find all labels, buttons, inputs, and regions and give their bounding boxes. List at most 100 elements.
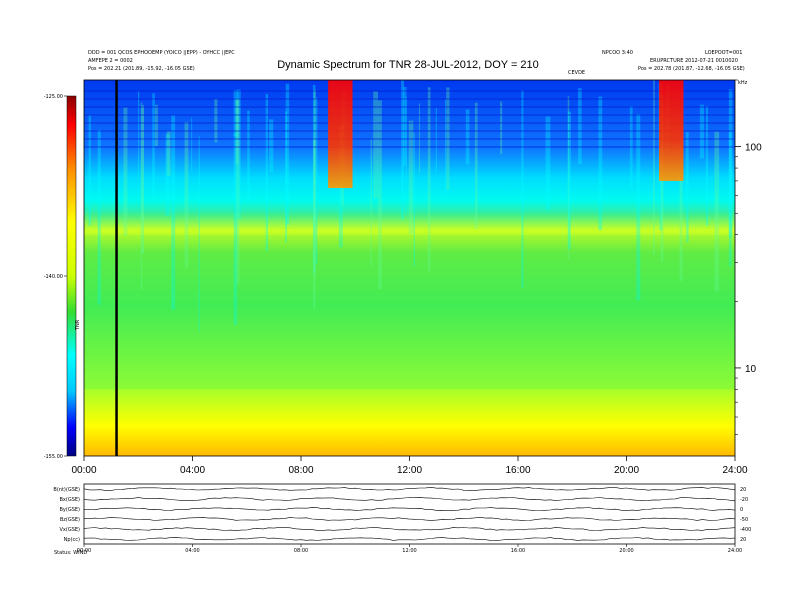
frequency-tick-label: 100 <box>745 143 762 154</box>
spectrum-streak <box>137 91 140 180</box>
spectrum-band <box>84 138 735 140</box>
spectrum-streak <box>427 87 431 272</box>
spectrum-streak <box>445 99 447 197</box>
spectrum-band-background-mid <box>84 234 735 390</box>
spectrum-streak <box>408 120 414 235</box>
parameter-label: Bz(GSE) <box>60 517 80 523</box>
status-footer: Status: WIND <box>54 550 87 556</box>
colorbar <box>66 95 77 457</box>
spectrum-streak <box>285 111 288 243</box>
spectrum-streak <box>123 107 128 236</box>
spectrum-streak <box>500 101 503 154</box>
spectrum-band-background-low <box>84 389 735 456</box>
spectrogram <box>83 79 736 457</box>
header-right-line1: LOEPOOT=001 <box>705 50 742 56</box>
time-tick-label: 20:00 <box>614 465 639 476</box>
frequency-axis: 100 10 <box>735 79 762 435</box>
spectrum-streak <box>373 91 379 199</box>
spectrum-streak <box>377 100 382 290</box>
spectrum-streak <box>685 131 689 243</box>
spectrum-streak <box>184 121 189 268</box>
parameter-rows: B(nt)(GSE) 20 Bx(GSE) -20 By(GSE) 0 Bz(GSE) -50… <box>53 486 751 543</box>
parameter-time-tick-label: 20:00 <box>619 548 633 554</box>
time-tick-label: 24:00 <box>722 465 747 476</box>
spectrum-streak <box>142 104 144 254</box>
time-tick-label: 08:00 <box>288 465 313 476</box>
spectrum-streak <box>567 96 570 259</box>
spectrum-streak <box>728 132 732 267</box>
parameter-scale: -50 <box>740 517 748 523</box>
header-marker: CEVDE <box>568 70 585 76</box>
spectrum-streak <box>247 110 250 204</box>
spectrum-streak <box>265 93 269 252</box>
spectrum-streak <box>165 133 170 217</box>
spectrum-streak <box>465 109 470 165</box>
colorbar-label: TNR <box>75 319 81 331</box>
parameter-label: B(nt)(GSE) <box>53 487 80 493</box>
parameter-label: Np(cc) <box>64 537 80 543</box>
spectrum-streak <box>413 132 415 268</box>
spectrum-streak <box>152 93 155 196</box>
spectrum-band <box>84 106 735 108</box>
spectrum-band <box>84 122 735 124</box>
radio-burst <box>659 80 684 181</box>
spectrum-streak <box>88 115 91 226</box>
spectrum-streak <box>418 103 421 173</box>
spectrum-streak <box>578 88 582 164</box>
spectrum-streak <box>235 98 240 284</box>
parameter-trace <box>83 527 736 531</box>
spectrum-streak <box>446 87 450 190</box>
time-tick-label: 16:00 <box>505 465 530 476</box>
spectrum-streak <box>653 80 655 255</box>
spectrum-streak <box>435 107 437 173</box>
spectrum-streak <box>166 131 171 176</box>
spectrum-streak <box>705 106 709 226</box>
parameter-panel-frame <box>83 483 736 545</box>
spectrum-streak <box>474 102 478 230</box>
spectrum-streak <box>233 133 238 325</box>
spectrum-streak <box>629 106 633 189</box>
header-right-line2: ERUPRCTURE 2012-07-21 0010020 <box>650 58 738 64</box>
parameter-label: By(GSE) <box>60 507 81 513</box>
spectrum-streak <box>313 138 316 309</box>
spectrum-streak <box>198 136 200 332</box>
parameter-time-tick-label: 24:00 <box>728 548 742 554</box>
spectrum-streak <box>403 86 407 166</box>
spectrum-band <box>84 130 735 132</box>
spectrum-streak <box>315 97 318 265</box>
parameter-label: Bx(GSE) <box>60 497 81 503</box>
radio-burst <box>328 80 353 189</box>
spectrum-streak <box>233 90 238 137</box>
spectrum-streak <box>401 80 404 220</box>
spectrum-streak <box>728 89 733 238</box>
parameter-trace <box>83 486 736 491</box>
spectrogram-texture <box>84 80 735 456</box>
colorbar-tick-label: -155.00 <box>44 454 63 460</box>
colorbar-tick-label: -140.00 <box>44 274 63 280</box>
spectrum-streak <box>636 114 641 301</box>
spectrum-streak <box>598 96 603 231</box>
spectrum-streak <box>97 129 101 305</box>
header-right-line3: Pos = 202.78 (201.87, -12.68, -16.05 GSE… <box>638 66 745 72</box>
spectrum-streak <box>405 96 407 215</box>
spectrum-band <box>84 146 735 148</box>
spectrum-streak <box>214 98 218 143</box>
colorbar-ticks: -125.00 -140.00 -155.00 <box>44 94 67 460</box>
parameter-time-tick-label: 16:00 <box>511 548 525 554</box>
spectrum-band <box>84 114 735 116</box>
time-tick-label: 12:00 <box>397 465 422 476</box>
frequency-tick-label: 10 <box>745 364 757 375</box>
parameter-scale: 20 <box>740 537 746 543</box>
time-tick-label: 00:00 <box>71 465 96 476</box>
spectrum-streak <box>237 89 241 220</box>
spectrum-band <box>84 90 735 92</box>
frequency-unit: kHz <box>738 80 748 86</box>
parameter-panel: B(nt)(GSE) 20 Bx(GSE) -20 By(GSE) 0 Bz(GSE) -50… <box>53 483 751 556</box>
spectrum-streak <box>235 99 239 165</box>
parameter-time-tick-label: 08:00 <box>294 548 308 554</box>
header-left-line1: DDD = 001 QCOS EPHOOEMP (YOICO ||EPP) - … <box>88 50 235 56</box>
parameter-time-axis: 00:00 04:00 08:00 12:00 16:00 20:00 24:00 <box>77 544 742 554</box>
spectrum-streak <box>567 111 571 250</box>
spectrogram-background <box>84 80 735 456</box>
